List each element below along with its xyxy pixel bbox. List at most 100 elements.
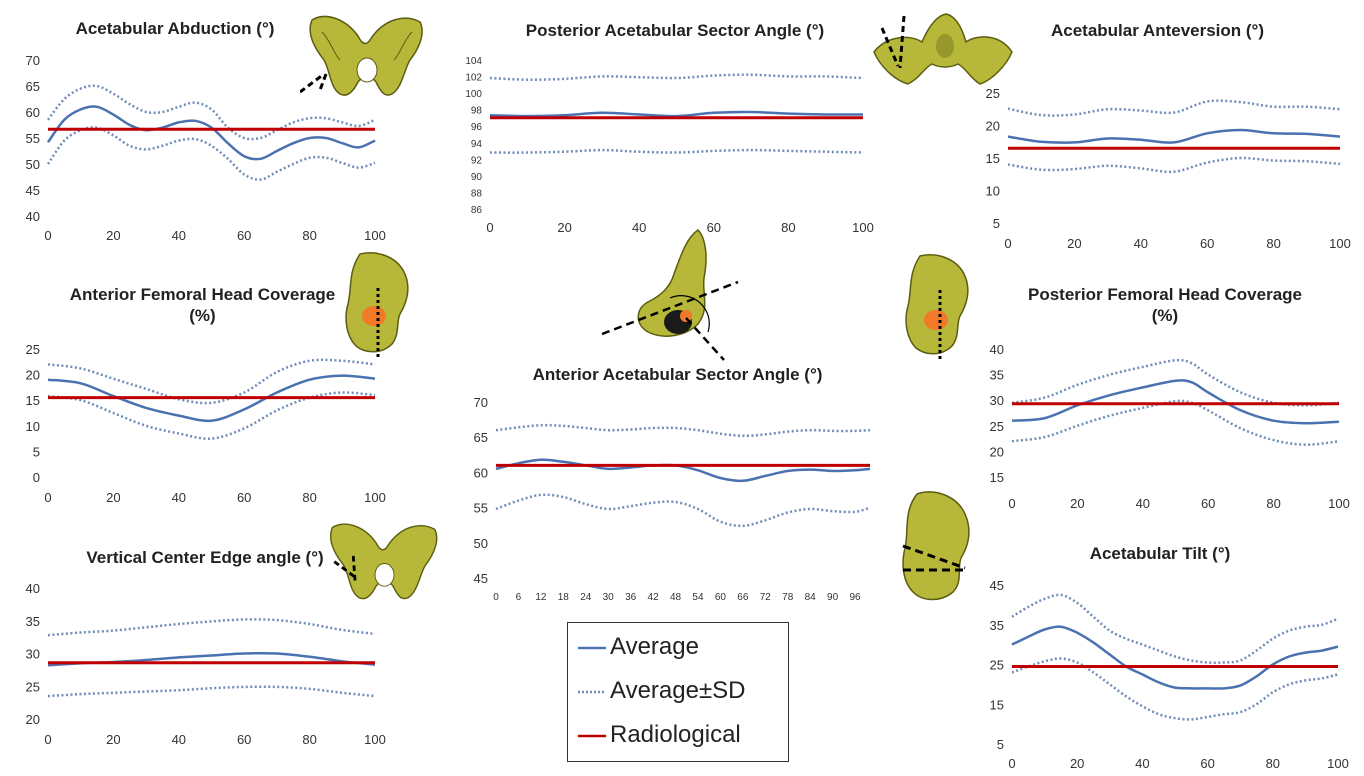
series-lower-sd-line [1011, 657, 1339, 721]
chart-anterior-femoral-head-coverage: 0 5 10 15 20 25 0 20 40 60 80 100 Anterior Femoral … [0, 0, 386, 505]
x-tick-label: 12 [535, 592, 547, 603]
y-tick-label: 96 [471, 122, 483, 133]
legend-item-sd: Average±SD [568, 673, 788, 713]
y-tick-label: 90 [471, 172, 483, 183]
y-tick-label: 86 [471, 205, 483, 216]
y-tick-label: 35 [990, 368, 1004, 383]
y-tick-label: 5 [993, 216, 1000, 231]
chart-anterior-acetabular-sector-angle: 45 50 55 60 65 70 0 6 12 18 24 30 36 42 48 54 60 66 72 78 84… [0, 0, 871, 603]
x-tick-label: 78 [782, 592, 794, 603]
y-tick-label: 65 [474, 430, 488, 445]
x-tick-label: 60 [1200, 756, 1214, 771]
x-tick-label: 0 [44, 732, 51, 747]
x-tick-label: 100 [852, 220, 874, 235]
x-tick-label: 90 [827, 592, 839, 603]
y-tick-label: 10 [986, 184, 1000, 199]
y-tick-label: 5 [997, 737, 1004, 752]
y-tick-label: 30 [26, 647, 40, 662]
x-tick-label: 18 [558, 592, 570, 603]
x-tick-label: 48 [670, 592, 682, 603]
chart-title: Anterior Femoral Head Coverage (%) [69, 285, 336, 325]
series-average-line [47, 374, 376, 423]
chart-posterior-acetabular-sector-angle: 86 88 90 92 94 96 98 100 102 104 0 20 40 60 80 100 Post… [0, 0, 874, 235]
y-tick-label: 15 [26, 393, 40, 408]
y-tick-label: 55 [474, 501, 488, 516]
y-tick-label: 60 [26, 105, 40, 120]
x-tick-label: 84 [805, 592, 817, 603]
x-tick-label: 20 [106, 732, 120, 747]
x-tick-label: 80 [1266, 236, 1280, 251]
y-tick-label: 40 [990, 342, 1004, 357]
series-upper-sd-line [1007, 99, 1341, 117]
y-tick-label: 104 [465, 56, 482, 67]
x-tick-label: 60 [707, 220, 721, 235]
y-tick-label: 20 [26, 368, 40, 383]
x-tick-label: 0 [1008, 496, 1015, 511]
x-tick-label: 80 [302, 732, 316, 747]
y-tick-label: 15 [990, 470, 1004, 485]
x-tick-label: 24 [580, 592, 592, 603]
y-tick-label: 35 [990, 618, 1004, 633]
y-tick-label: 45 [26, 183, 40, 198]
x-tick-label: 0 [486, 220, 493, 235]
chart-title: Acetabular Tilt (°) [1089, 544, 1231, 563]
y-tick-label: 35 [26, 614, 40, 629]
x-tick-label: 36 [625, 592, 637, 603]
y-tick-label: 98 [471, 106, 483, 117]
x-tick-label: 0 [1004, 236, 1011, 251]
chart-title: Posterior Femoral Head Coverage (%) [1028, 285, 1302, 325]
x-tick-label: 20 [1070, 496, 1084, 511]
x-tick-label: 100 [1327, 756, 1349, 771]
x-tick-label: 100 [1329, 236, 1351, 251]
x-tick-label: 0 [44, 490, 51, 505]
series-average-line [46, 105, 376, 161]
chart-title: Anterior Acetabular Sector Angle (°) [532, 365, 823, 384]
series-average-line [1011, 379, 1340, 425]
y-tick-label: 15 [986, 151, 1000, 166]
chart-title: Acetabular Abduction (°) [75, 19, 275, 38]
x-tick-label: 20 [1067, 236, 1081, 251]
legend-swatch-radiological [578, 734, 606, 738]
pelvis-frontal-vce-icon [330, 523, 438, 600]
y-tick-label: 60 [474, 465, 488, 480]
x-tick-label: 6 [516, 592, 522, 603]
x-tick-label: 60 [1200, 236, 1214, 251]
x-tick-label: 66 [737, 592, 749, 603]
y-tick-label: 50 [474, 536, 488, 551]
legend-label: Average [610, 633, 699, 660]
x-tick-label: 20 [1070, 756, 1084, 771]
chart-acetabular-abduction: 40 45 50 55 60 65 70 0 20 40 60 80 100 Acetabular Ab… [0, 0, 386, 243]
y-tick-label: 40 [26, 209, 40, 224]
x-tick-label: 20 [106, 490, 120, 505]
y-tick-label: 30 [990, 393, 1004, 408]
y-tick-label: 92 [471, 155, 483, 166]
hemipelvis-sector-angle-icon [601, 229, 739, 361]
x-tick-label: 40 [1136, 496, 1150, 511]
y-tick-label: 55 [26, 131, 40, 146]
legend: Average Average±SD Radiological [567, 622, 789, 762]
x-tick-label: 40 [172, 228, 186, 243]
series-lower-sd-line [489, 148, 864, 154]
x-tick-label: 80 [302, 228, 316, 243]
hemipelvis-lateral-anterior-icon [345, 252, 409, 360]
x-tick-label: 60 [237, 228, 251, 243]
x-tick-label: 60 [237, 490, 251, 505]
series-upper-sd-line [47, 84, 376, 141]
chart-acetabular-anteversion: 5 10 15 20 25 0 20 40 60 80 100 Acetabular Antever… [0, 0, 1351, 251]
chart-posterior-femoral-head-coverage: 15 20 25 30 35 40 0 20 40 60 80 100 Posterior Femor… [0, 0, 1350, 511]
y-tick-label: 25 [26, 679, 40, 694]
hemipelvis-tilt-icon [902, 491, 970, 601]
x-tick-label: 60 [715, 592, 727, 603]
series-lower-sd-line [47, 685, 376, 698]
x-tick-label: 72 [760, 592, 772, 603]
x-tick-label: 80 [1266, 496, 1280, 511]
x-tick-label: 80 [1266, 756, 1280, 771]
legend-item-radiological: Radiological [568, 717, 788, 757]
y-tick-label: 20 [986, 119, 1000, 134]
chart-title: Acetabular Anteversion (°) [1050, 21, 1265, 40]
